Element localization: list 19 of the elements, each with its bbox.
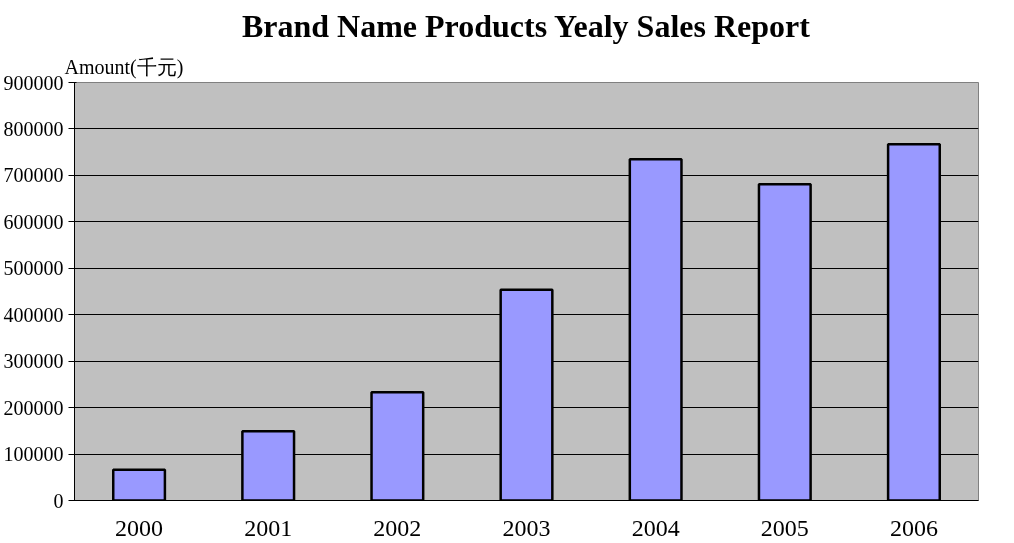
x-tick-label: 2000 bbox=[115, 514, 164, 541]
y-tick-label: 700000 bbox=[3, 164, 64, 187]
y-tick-label: 0 bbox=[53, 489, 64, 512]
x-tick-label: 2004 bbox=[631, 514, 680, 541]
y-tick-label: 900000 bbox=[3, 71, 64, 94]
x-tick-label: 2003 bbox=[502, 514, 551, 541]
y-tick-label: 200000 bbox=[3, 396, 64, 419]
y-tick-label: 800000 bbox=[3, 117, 64, 140]
y-tick-label: 100000 bbox=[3, 443, 64, 466]
y-tick-label: 600000 bbox=[3, 210, 64, 233]
x-tick-label: 2006 bbox=[889, 514, 938, 541]
y-axis-title: Amount(千元) bbox=[64, 55, 184, 79]
y-tick-label: 500000 bbox=[3, 257, 64, 280]
x-tick-label: 2005 bbox=[760, 514, 809, 541]
x-tick-label: 2002 bbox=[373, 514, 422, 541]
x-tick-label: 2001 bbox=[244, 514, 293, 541]
y-tick-label: 300000 bbox=[3, 350, 64, 373]
chart-title: Brand Name Products Yealy Sales Report bbox=[241, 7, 811, 44]
y-tick-label: 400000 bbox=[3, 303, 64, 326]
